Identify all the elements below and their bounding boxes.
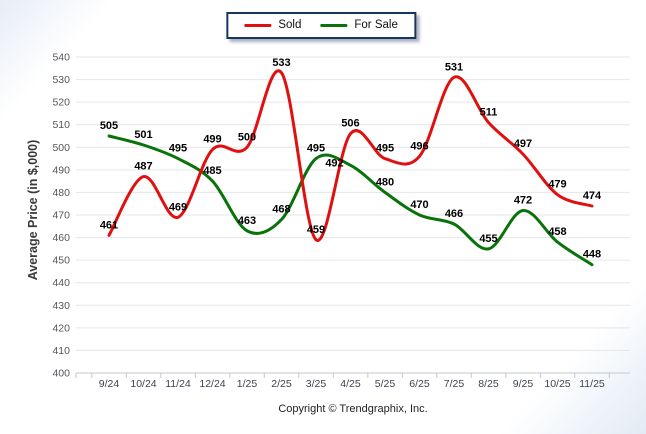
series-line-for-sale (107, 134, 594, 267)
x-tick-label: 5/25 (375, 378, 396, 390)
data-label: 455 (479, 233, 497, 245)
y-tick-label: 540 (52, 52, 70, 64)
data-label: 495 (169, 143, 187, 155)
data-label: 472 (514, 195, 532, 207)
y-tick-label: 510 (52, 119, 70, 131)
data-label: 463 (238, 215, 256, 227)
data-label: 505 (100, 120, 118, 132)
legend-label-for-sale: For Sale (354, 19, 398, 31)
x-tick-label: 2/25 (271, 378, 292, 390)
data-label: 501 (134, 129, 152, 141)
data-label: 531 (445, 61, 463, 73)
x-tick-label: 8/25 (478, 378, 499, 390)
x-tick-label: 3/25 (306, 378, 327, 390)
y-tick-label: 480 (52, 187, 70, 199)
legend-label-sold: Sold (278, 19, 302, 31)
x-tick-label: 11/25 (579, 378, 605, 390)
data-label: 461 (100, 219, 118, 231)
x-tick-label: 9/24 (99, 378, 120, 390)
data-label: 533 (272, 57, 290, 69)
data-label: 499 (203, 134, 221, 146)
y-tick-label: 450 (52, 255, 70, 267)
for-sale-line-swatch (320, 23, 348, 27)
y-tick-label: 420 (52, 322, 70, 334)
data-label: 448 (583, 249, 601, 261)
legend-item-for-sale: For Sale (320, 19, 398, 31)
data-label: 479 (548, 179, 566, 191)
data-label: 469 (169, 201, 187, 213)
y-tick-label: 490 (52, 164, 70, 176)
x-tick-label: 9/25 (513, 378, 534, 390)
data-label: 474 (583, 190, 602, 202)
sold-line-swatch (244, 23, 272, 27)
data-label: 495 (307, 143, 325, 155)
x-tick-label: 11/24 (165, 378, 191, 390)
x-tick-label: 10/24 (130, 378, 156, 390)
data-label: 506 (341, 118, 359, 130)
y-tick-label: 460 (52, 232, 70, 244)
y-tick-label: 530 (52, 74, 70, 86)
data-label: 480 (376, 176, 394, 188)
x-tick-label: 1/25 (237, 378, 258, 390)
data-label: 470 (410, 199, 428, 211)
y-tick-label: 410 (52, 345, 70, 357)
y-tick-label: 430 (52, 300, 70, 312)
y-tick-label: 440 (52, 277, 70, 289)
y-tick-label: 520 (52, 97, 70, 109)
data-label: 492 (325, 157, 343, 169)
y-tick-label: 500 (52, 142, 70, 154)
data-label: 466 (445, 208, 463, 220)
data-label: 496 (410, 140, 428, 152)
x-tick-label: 12/24 (199, 378, 225, 390)
copyright-text: Copyright © Trendgraphix, Inc. (278, 403, 428, 415)
data-label: 459 (307, 224, 325, 236)
y-tick-label: 400 (52, 368, 70, 380)
x-tick-label: 6/25 (409, 378, 430, 390)
data-label: 497 (514, 138, 532, 150)
data-label: 511 (480, 107, 498, 119)
data-label: 500 (238, 131, 256, 143)
data-label: 468 (272, 204, 290, 216)
y-tick-label: 470 (52, 210, 70, 222)
x-tick-label: 4/25 (340, 378, 361, 390)
data-label: 487 (134, 161, 152, 173)
data-label: 485 (203, 165, 221, 177)
legend-item-sold: Sold (244, 19, 301, 31)
legend: Sold For Sale (226, 12, 416, 39)
data-label: 495 (376, 143, 394, 155)
x-tick-label: 10/25 (544, 378, 570, 390)
series-line-sold (107, 69, 594, 242)
x-tick-label: 7/25 (444, 378, 465, 390)
data-label: 458 (548, 226, 566, 238)
